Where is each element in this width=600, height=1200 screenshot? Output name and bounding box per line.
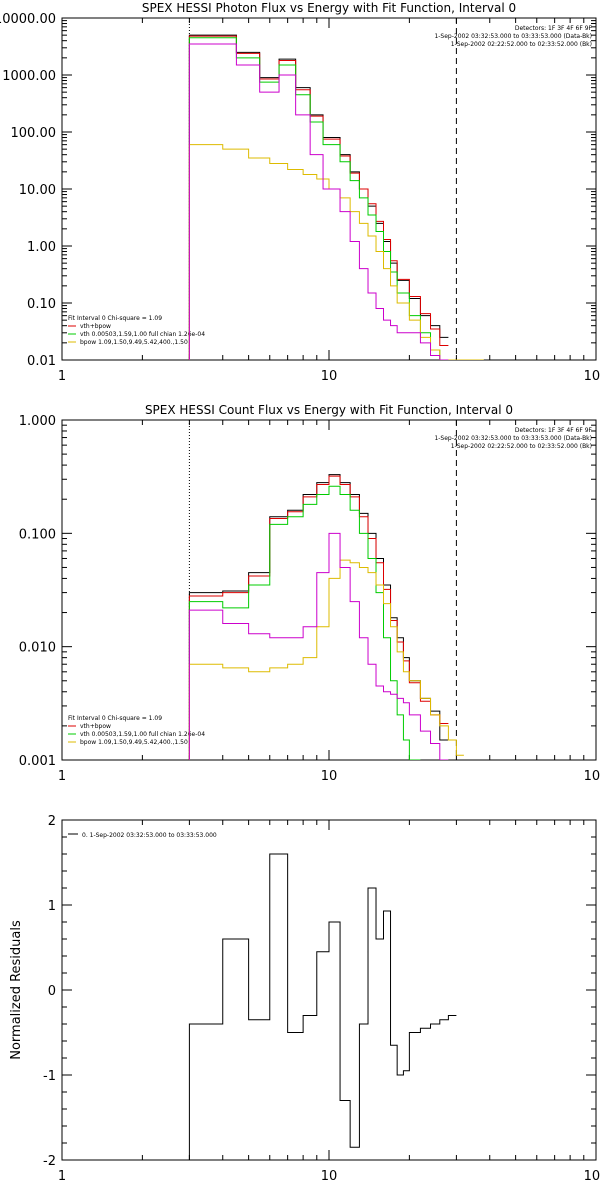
legend-entry: Fit Interval 0 Chi-square = 1.09 [68, 715, 162, 722]
series-data_black [188, 853, 457, 1160]
header-line: 1-Sep-2002 03:32:53.000 to 03:33:53.000 … [434, 33, 592, 40]
series-bpow_yellow [188, 559, 464, 760]
y-tick-label: 0.001 [19, 754, 56, 769]
header-line: Detectors: 1F 3F 4F 6F 9F [515, 25, 593, 32]
legend-entry: vth 0.00503,1.59,1.00 full chian 1.26e-0… [80, 731, 205, 738]
y-tick-label: 1 [48, 899, 56, 914]
y-tick-label: 1.00 [27, 240, 56, 255]
chart-title: SPEX HESSI Count Flux vs Energy with Fit… [145, 403, 513, 417]
x-tick-label: 10 [321, 769, 338, 784]
legend-entry: bpow 1.09,1.50,9.49,5.42,400.,1.50 [80, 339, 188, 346]
y-tick-label: 0.10 [27, 297, 56, 312]
legend-entry: vth+bpow [80, 323, 111, 330]
y-tick-label: 0.01 [27, 354, 56, 369]
y-tick-label: 0.010 [19, 641, 56, 656]
y-axis-label: Normalized Residuals [9, 920, 24, 1060]
header-line: 1-Sep-2002 03:32:53.000 to 03:33:53.000 … [434, 435, 592, 442]
series-data_black [188, 474, 449, 760]
y-tick-label: -2 [43, 1154, 56, 1169]
y-tick-label: 0.100 [19, 527, 56, 542]
y-tick-label: 1.000 [19, 414, 56, 429]
y-tick-label: 1000.00 [2, 69, 56, 84]
legend-entry: Fit Interval 0 Chi-square = 1.09 [68, 315, 162, 322]
chart-title: SPEX HESSI Photon Flux vs Energy with Fi… [142, 1, 516, 15]
series-total_red [188, 475, 449, 760]
x-tick-label: 10 [321, 369, 338, 384]
legend-entry: vth 0.00503,1.59,1.00 full chian 1.26e-0… [80, 331, 205, 338]
x-tick-label: 1 [58, 369, 66, 384]
x-tick-label: 1 [58, 1169, 66, 1184]
x-tick-label: 100 [584, 769, 600, 784]
y-tick-label: 100.00 [11, 126, 57, 141]
header-line: 1-Sep-2002 02:22:52.000 to 02:33:52.000 … [451, 41, 592, 48]
y-tick-label: 10.00 [19, 183, 56, 198]
y-tick-label: 0 [48, 984, 56, 999]
plot-frame [61, 819, 597, 1161]
header-line: 1-Sep-2002 02:22:52.000 to 02:33:52.000 … [451, 443, 592, 450]
x-tick-label: 100 [584, 1169, 600, 1184]
legend-entry: vth+bpow [80, 723, 111, 730]
header-line: Detectors: 1F 3F 4F 6F 9F [515, 427, 593, 434]
series-background_magenta [188, 532, 449, 760]
series-vth_green [188, 485, 421, 760]
x-tick-label: 100 [584, 369, 600, 384]
series-background_magenta [188, 43, 449, 360]
x-tick-label: 10 [321, 1169, 338, 1184]
x-tick-label: 1 [58, 769, 66, 784]
legend-entry: bpow 1.09,1.50,9.49,5.42,400.,1.50 [80, 739, 188, 746]
y-tick-label: -1 [43, 1069, 56, 1084]
legend-entry: 0. 1-Sep-2002 03:32:53.000 to 03:33:53.0… [82, 832, 217, 839]
y-tick-label: 2 [48, 814, 56, 829]
y-tick-label: 10000.00 [0, 12, 56, 27]
